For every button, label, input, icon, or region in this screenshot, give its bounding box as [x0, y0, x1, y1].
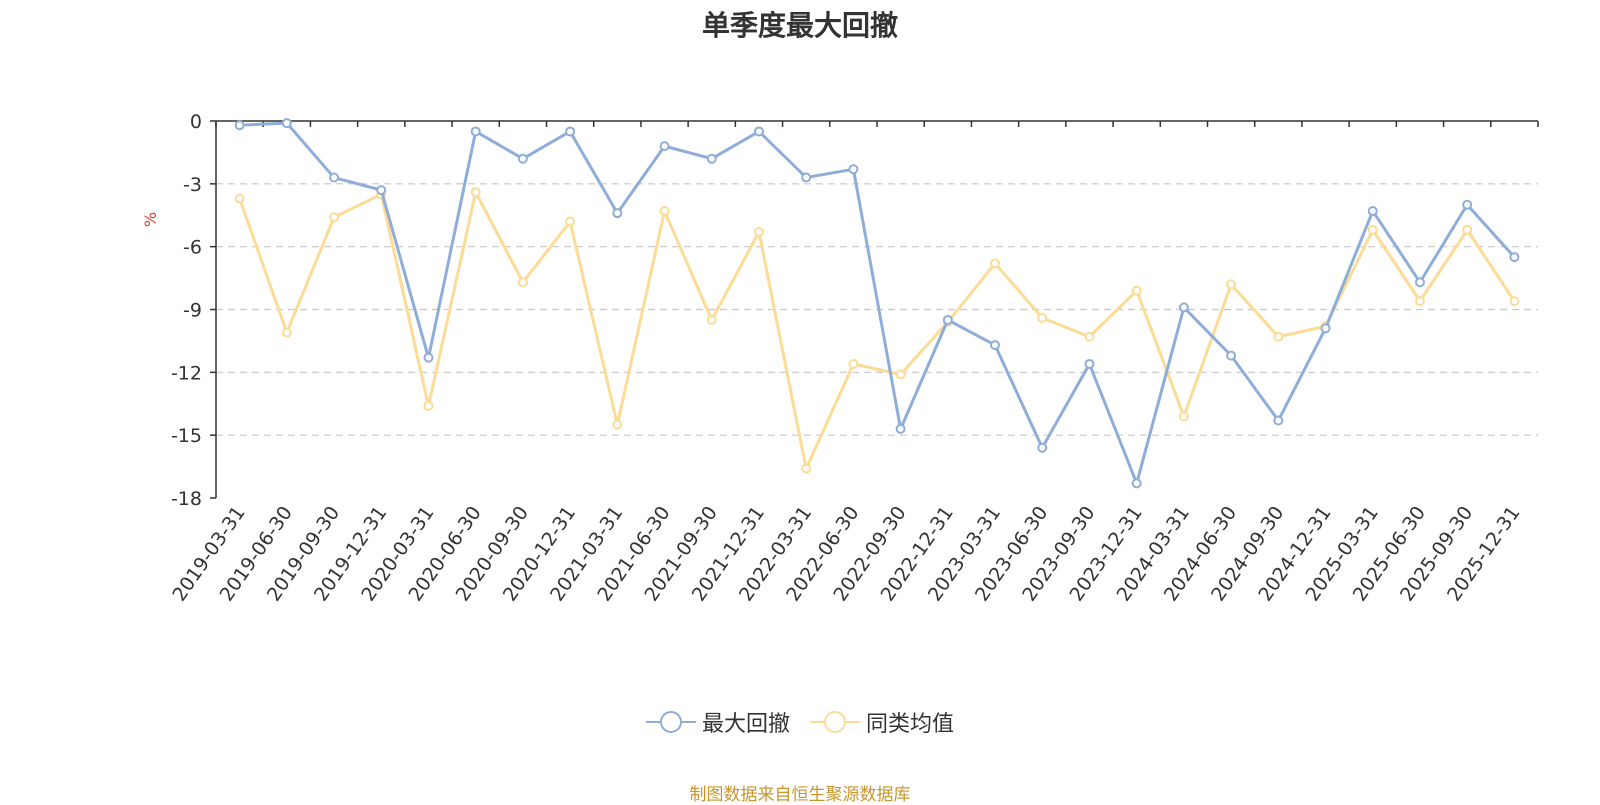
- data-point-peer-average: [990, 258, 1001, 269]
- data-point-peer-average: [1084, 331, 1095, 342]
- data-point-max-drawdown: [1509, 252, 1520, 263]
- data-point-max-drawdown: [234, 120, 245, 131]
- series-line-peer-average: [238, 190, 1516, 471]
- data-point-max-drawdown: [753, 126, 764, 137]
- data-point-max-drawdown: [1320, 323, 1331, 334]
- legend-label-max-drawdown: 最大回撤: [701, 712, 790, 737]
- data-point-peer-average: [1462, 224, 1473, 235]
- data-point-peer-average: [1131, 285, 1142, 296]
- y-tick-label: -12: [171, 362, 202, 384]
- data-point-peer-average: [329, 212, 340, 223]
- data-point-peer-average: [470, 187, 481, 198]
- data-point-peer-average: [753, 227, 764, 238]
- data-point-max-drawdown: [1037, 442, 1048, 453]
- data-point-peer-average: [801, 463, 812, 474]
- data-point-peer-average: [1037, 312, 1048, 323]
- series-line-max-drawdown: [239, 121, 1516, 485]
- data-point-max-drawdown: [470, 126, 481, 137]
- data-point-max-drawdown: [1084, 358, 1095, 369]
- data-point-peer-average: [517, 277, 528, 288]
- data-point-peer-average: [1414, 296, 1425, 307]
- data-point-max-drawdown: [1226, 350, 1237, 361]
- data-point-peer-average: [848, 358, 859, 369]
- legend-item-peer-average[interactable]: 同类均值: [810, 706, 954, 738]
- y-tick-label: -3: [183, 174, 202, 196]
- legend-item-max-drawdown[interactable]: 最大回撤: [645, 706, 790, 738]
- data-point-peer-average: [1178, 411, 1189, 422]
- data-point-peer-average: [612, 419, 623, 430]
- data-point-peer-average: [1226, 279, 1237, 290]
- y-unit-label: %: [141, 212, 160, 227]
- data-point-peer-average: [895, 369, 906, 380]
- y-tick-label: 0: [190, 111, 202, 133]
- data-point-max-drawdown: [376, 185, 387, 196]
- line-chart: 0 -3 -6 -9 -12 -15 -18 2019-03-312019-06-30201…: [141, 111, 1539, 605]
- data-point-max-drawdown: [423, 352, 434, 363]
- legend-swatch-peer-average-icon: [810, 711, 860, 733]
- y-tick-label: -15: [171, 425, 202, 447]
- legend-label-peer-average: 同类均值: [866, 712, 955, 737]
- data-point-peer-average: [706, 314, 717, 325]
- legend: 最大回撤 同类均值: [0, 706, 1600, 738]
- data-point-peer-average: [281, 327, 292, 338]
- data-point-max-drawdown: [848, 164, 859, 175]
- axes: [210, 120, 1539, 499]
- data-point-max-drawdown: [612, 208, 623, 219]
- data-point-peer-average: [1367, 224, 1378, 235]
- y-tick-label: -6: [183, 237, 202, 259]
- data-point-max-drawdown: [659, 141, 670, 152]
- data-point-max-drawdown: [801, 172, 812, 183]
- data-point-max-drawdown: [1462, 199, 1473, 210]
- y-tick-label: -18: [171, 488, 202, 510]
- data-point-max-drawdown: [1131, 478, 1142, 489]
- data-point-max-drawdown: [565, 126, 576, 137]
- legend-swatch-max-drawdown-icon: [645, 711, 696, 733]
- data-point-max-drawdown: [706, 153, 717, 164]
- data-point-max-drawdown: [517, 153, 528, 164]
- data-point-peer-average: [423, 400, 434, 411]
- series-lines: [234, 118, 1520, 489]
- data-point-max-drawdown: [281, 118, 292, 129]
- y-tick-labels: 0 -3 -6 -9 -12 -15 -18: [171, 111, 202, 510]
- data-point-max-drawdown: [990, 340, 1001, 351]
- data-point-max-drawdown: [1178, 302, 1189, 313]
- data-point-peer-average: [1273, 331, 1284, 342]
- data-point-peer-average: [659, 206, 670, 217]
- data-point-peer-average: [1509, 296, 1520, 307]
- data-point-max-drawdown: [1273, 415, 1284, 426]
- data-point-max-drawdown: [329, 172, 340, 183]
- data-point-peer-average: [565, 216, 576, 227]
- source-note: 制图数据来自恒生聚源数据库: [689, 785, 911, 805]
- chart-title: 单季度最大回撤: [701, 9, 898, 42]
- data-point-max-drawdown: [1367, 206, 1378, 217]
- data-point-max-drawdown: [1414, 277, 1425, 288]
- data-point-peer-average: [234, 193, 245, 204]
- x-tick-labels: 2019-03-312019-06-302019-09-302019-12-31…: [168, 502, 1524, 605]
- data-point-max-drawdown: [895, 423, 906, 434]
- data-point-max-drawdown: [942, 314, 953, 325]
- y-tick-label: -9: [183, 300, 202, 322]
